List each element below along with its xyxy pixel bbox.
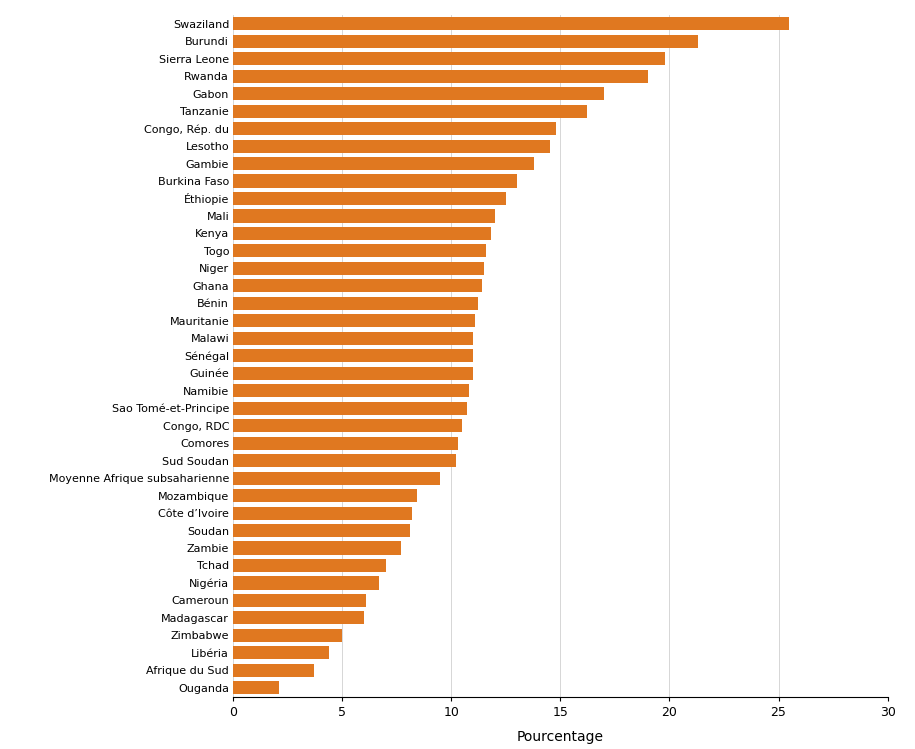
Bar — [233, 210, 495, 222]
Bar — [233, 401, 467, 415]
Bar — [233, 437, 458, 449]
Bar — [233, 646, 329, 659]
Bar — [233, 367, 473, 380]
Bar — [233, 524, 410, 537]
X-axis label: Pourcentage: Pourcentage — [517, 730, 604, 744]
Bar — [233, 175, 517, 187]
Bar — [233, 332, 473, 345]
Bar — [233, 122, 556, 135]
Bar — [233, 279, 482, 292]
Bar — [233, 664, 314, 677]
Bar — [233, 489, 416, 502]
Bar — [233, 34, 698, 48]
Bar — [233, 105, 587, 118]
Bar — [233, 139, 550, 153]
Bar — [233, 227, 490, 240]
Bar — [233, 157, 534, 170]
Bar — [233, 17, 790, 30]
Bar — [233, 577, 380, 589]
Bar — [233, 315, 476, 327]
Bar — [233, 192, 506, 205]
Bar — [233, 542, 402, 554]
Bar — [233, 297, 478, 310]
Bar — [233, 682, 279, 694]
Bar — [233, 559, 386, 572]
Bar — [233, 262, 484, 275]
Bar — [233, 472, 440, 485]
Bar — [233, 594, 366, 607]
Bar — [233, 384, 468, 397]
Bar — [233, 454, 456, 467]
Bar — [233, 52, 665, 65]
Bar — [233, 70, 648, 82]
Bar — [233, 244, 486, 258]
Bar — [233, 629, 342, 642]
Bar — [233, 419, 462, 432]
Bar — [233, 611, 364, 625]
Bar — [233, 506, 412, 520]
Bar — [233, 87, 604, 100]
Bar — [233, 349, 473, 363]
